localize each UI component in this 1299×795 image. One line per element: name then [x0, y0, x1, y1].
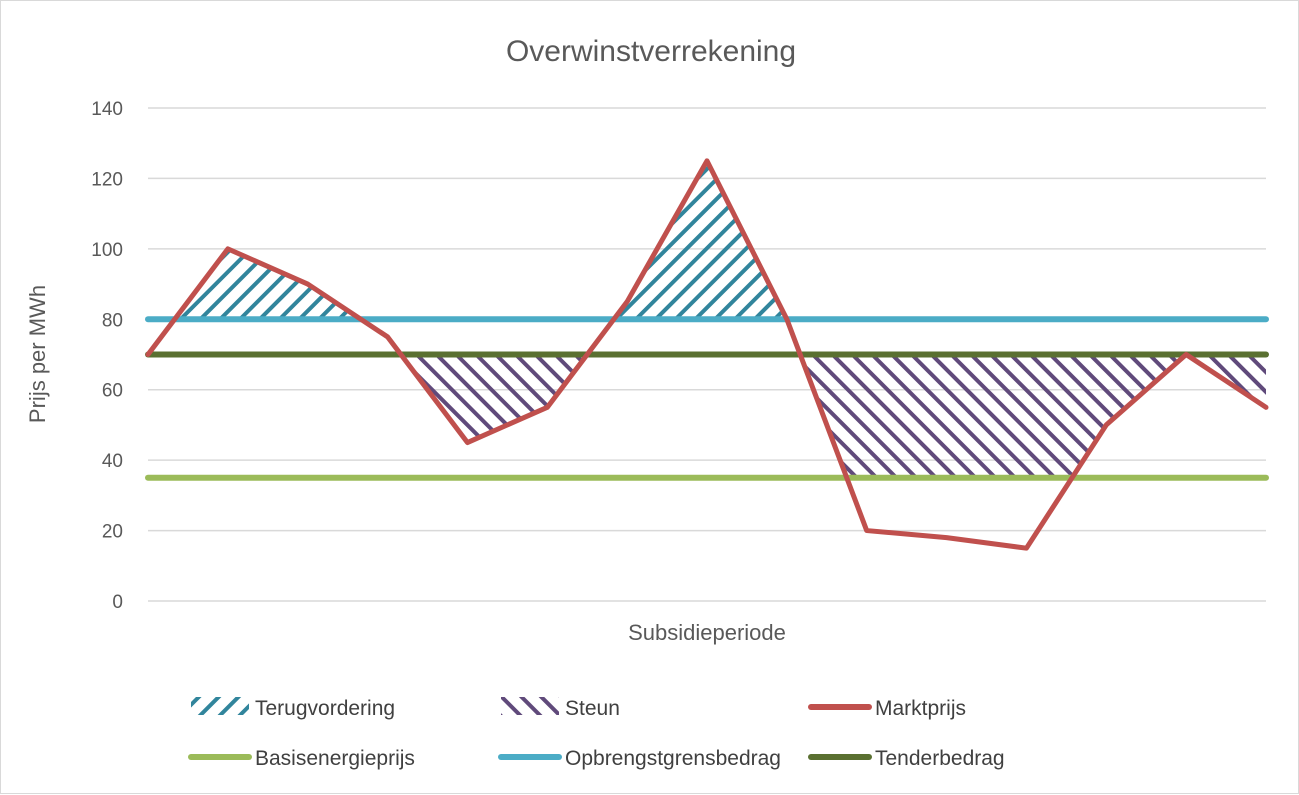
y-tick-label: 60 — [102, 381, 123, 402]
y-tick-label: 120 — [91, 169, 123, 190]
legend-item-opbrengstgrensbedrag: Opbrengstgrensbedrag — [501, 747, 781, 770]
y-tick-label: 80 — [102, 310, 123, 331]
y-tick-label: 140 — [91, 99, 123, 120]
legend-label: Marktprijs — [875, 697, 966, 720]
x-axis-label: Subsidieperiode — [628, 620, 786, 645]
legend-item-terugvordering: Terugvordering — [191, 697, 395, 720]
legend-swatch — [191, 697, 249, 715]
legend-item-steun: Steun — [501, 697, 620, 720]
legend-label: Opbrengstgrensbedrag — [565, 747, 781, 770]
legend-label: Basisenergieprijs — [255, 747, 415, 770]
legend-swatch — [501, 697, 559, 715]
legend-item-marktprijs: Marktprijs — [811, 697, 966, 720]
legend-label: Steun — [565, 697, 620, 720]
y-tick-label: 0 — [112, 592, 123, 613]
legend-label: Terugvordering — [255, 697, 395, 720]
chart-title: Overwinstverrekening — [506, 35, 796, 68]
legend-item-tenderbedrag: Tenderbedrag — [811, 747, 1005, 770]
y-tick-label: 40 — [102, 451, 123, 472]
legend-label: Tenderbedrag — [875, 747, 1005, 770]
y-axis-label: Prijs per MWh — [25, 285, 50, 423]
y-tick-label: 20 — [102, 522, 123, 543]
y-tick-label: 100 — [91, 240, 123, 261]
legend-item-basisenergieprijs: Basisenergieprijs — [191, 747, 415, 770]
